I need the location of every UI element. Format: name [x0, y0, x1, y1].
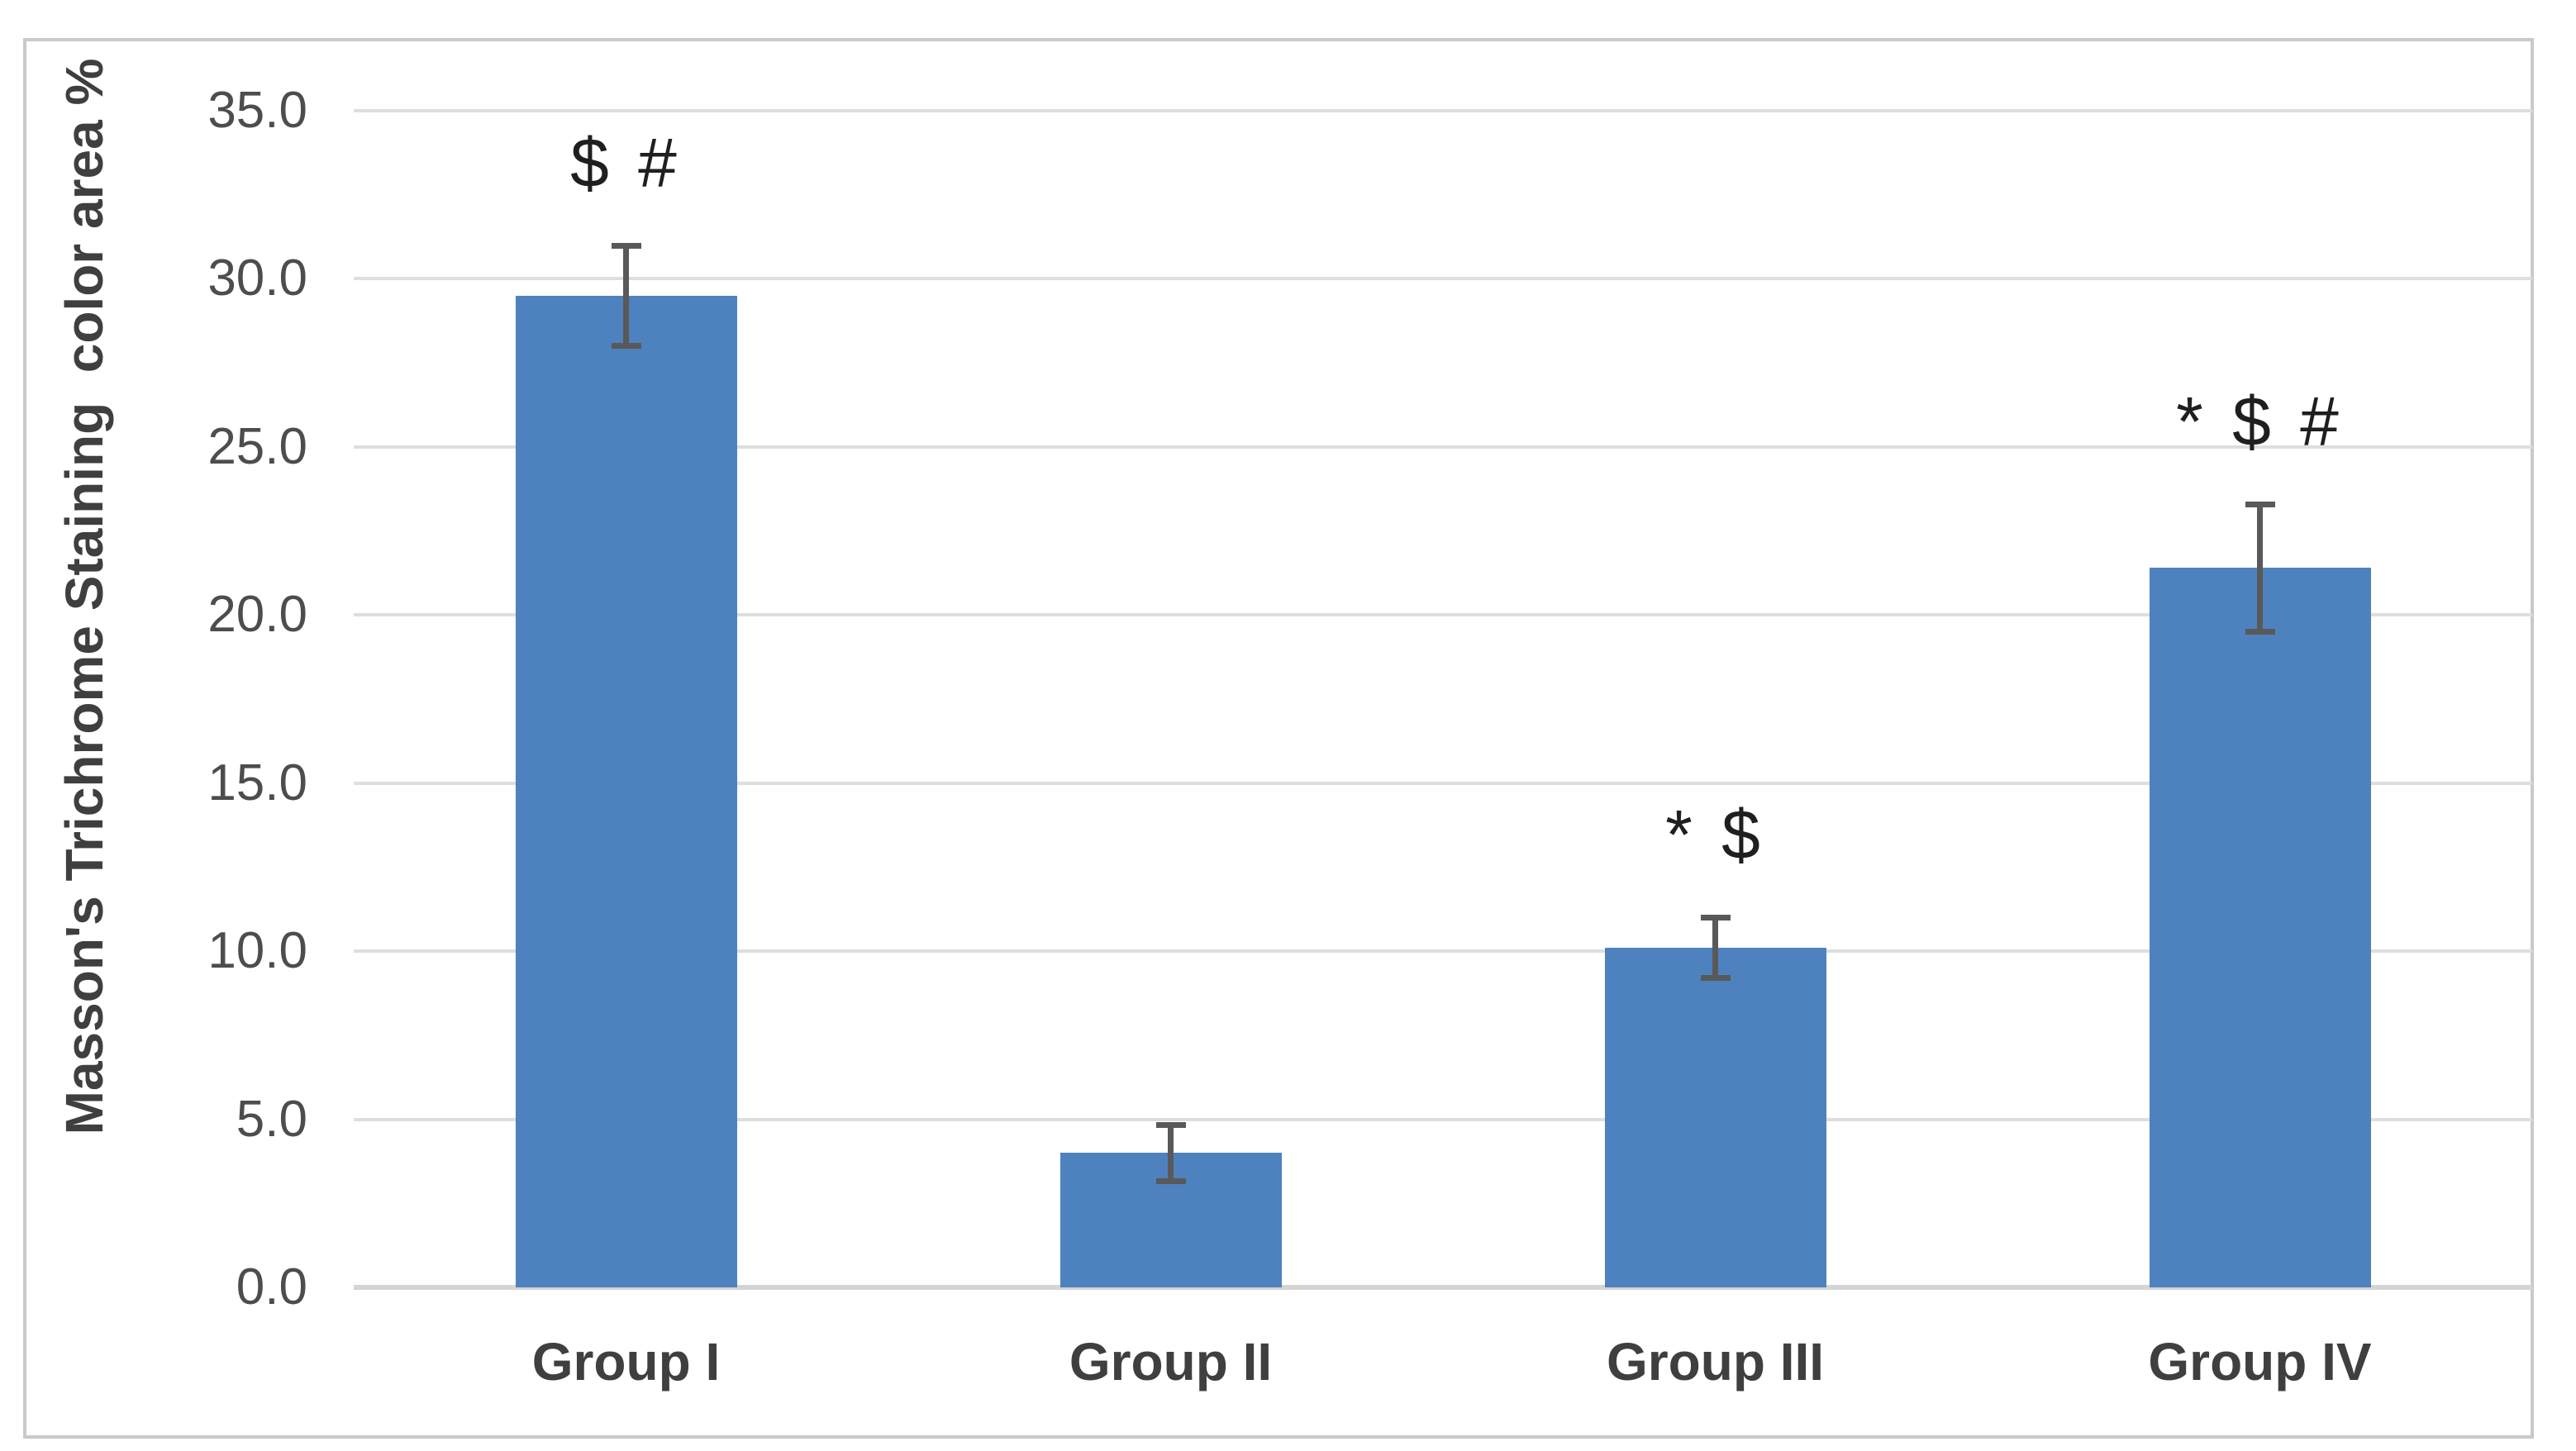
error-bar-cap-bottom	[611, 342, 641, 349]
x-category-label-1: Group I	[531, 1332, 721, 1392]
x-category-label-3: Group III	[1606, 1332, 1825, 1392]
y-tick-label-30: 30.0	[207, 250, 307, 307]
gridline-20	[354, 613, 2532, 617]
error-bar-line	[1168, 1124, 1174, 1182]
error-bar-line	[1712, 917, 1718, 978]
gridline-25	[354, 445, 2532, 449]
gridline-15	[354, 781, 2532, 785]
x-category-label-2: Group II	[1069, 1332, 1273, 1392]
error-bar-line	[2257, 504, 2263, 632]
x-category-label-4: Group IV	[2148, 1332, 2372, 1392]
error-bar-line	[623, 245, 629, 346]
y-tick-label-15: 15.0	[207, 754, 307, 811]
gridline-10	[354, 949, 2532, 954]
y-tick-label-10: 10.0	[207, 922, 307, 980]
x-axis-line	[354, 1285, 2532, 1290]
gridline-30	[354, 277, 2532, 281]
bar-group-i	[515, 295, 737, 1287]
significance-annotation: $ #	[570, 123, 682, 202]
y-tick-label-25: 25.0	[207, 417, 307, 475]
error-bar-cap-bottom	[1700, 974, 1731, 981]
y-tick-label-5: 5.0	[236, 1090, 307, 1148]
error-bar-cap-top	[2245, 502, 2275, 508]
error-bar-cap-top	[1155, 1121, 1186, 1128]
gridline-35	[354, 109, 2532, 112]
bar-group-iv	[2149, 568, 2371, 1287]
error-bar-cap-bottom	[1155, 1177, 1186, 1184]
gridline-5	[354, 1117, 2532, 1121]
significance-annotation: * $	[1665, 796, 1765, 874]
error-bar-cap-top	[611, 242, 641, 249]
error-bar-cap-top	[1700, 915, 1731, 921]
y-tick-label-0: 0.0	[236, 1258, 307, 1315]
significance-annotation: * $ #	[2176, 383, 2344, 461]
bar-group-iii	[1604, 948, 1826, 1287]
y-tick-label-35: 35.0	[207, 82, 307, 139]
y-tick-label-20: 20.0	[207, 586, 307, 644]
error-bar-cap-bottom	[2245, 628, 2275, 635]
